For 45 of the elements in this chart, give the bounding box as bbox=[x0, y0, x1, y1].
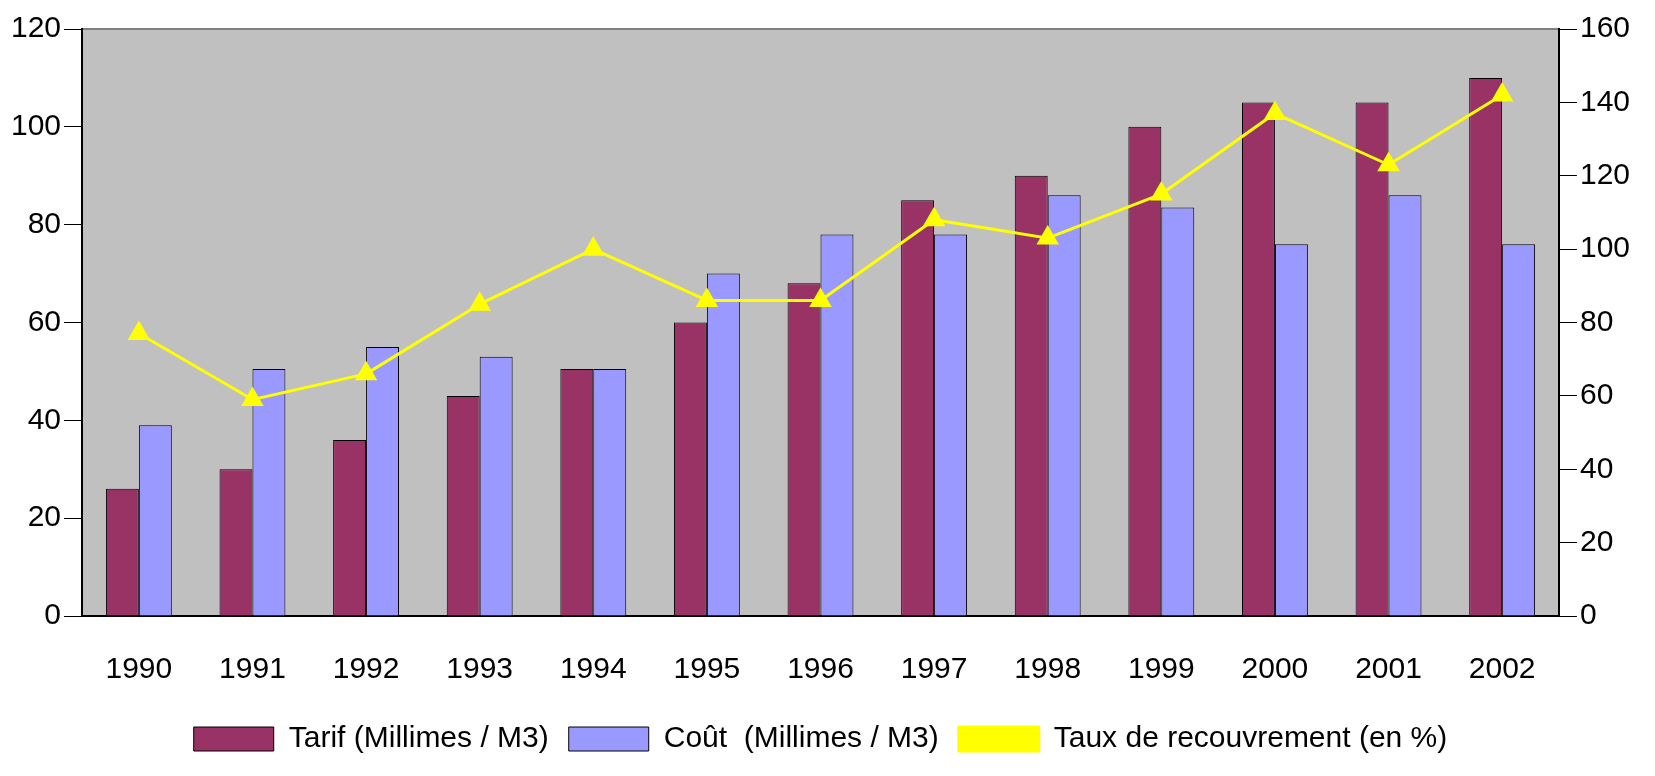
y2-tick-label: 40 bbox=[1579, 450, 1614, 484]
point bbox=[242, 388, 263, 407]
y2-tick-label: 60 bbox=[1579, 377, 1614, 411]
y2-tick-label: 100 bbox=[1579, 230, 1631, 264]
x-tick-label: 1998 bbox=[1014, 651, 1082, 685]
x-tick-label: 1992 bbox=[332, 651, 400, 685]
y2-tick-label: 160 bbox=[1579, 10, 1631, 44]
x-tick-label: 1993 bbox=[446, 651, 514, 685]
x-tick-label: 1995 bbox=[673, 651, 741, 685]
point bbox=[1378, 153, 1399, 172]
y-tick-label: 20 bbox=[27, 499, 62, 533]
legend-label: Taux de recouvrement (en %) bbox=[1053, 720, 1448, 754]
point bbox=[1151, 182, 1172, 201]
y2-tick-label: 20 bbox=[1579, 523, 1614, 557]
x-tick-label: 1990 bbox=[105, 651, 173, 685]
y-tick-label: 120 bbox=[10, 10, 62, 44]
legend-label: Coût (Millimes / M3) bbox=[663, 720, 939, 754]
point bbox=[1264, 101, 1286, 120]
y2-tick-label: 0 bbox=[1579, 597, 1597, 631]
x-tick-label: 1994 bbox=[559, 651, 627, 685]
y-tick-label: 40 bbox=[27, 401, 62, 435]
y2-tick-label: 120 bbox=[1579, 157, 1631, 191]
x-tick-label: 2000 bbox=[1241, 651, 1309, 685]
point bbox=[1037, 226, 1058, 245]
y-tick-label: 80 bbox=[27, 205, 62, 239]
x-tick-label: 1991 bbox=[219, 651, 286, 685]
point bbox=[696, 288, 718, 307]
x-tick-label: 1999 bbox=[1127, 651, 1195, 685]
legend-label: Tarif (Millimes / M3) bbox=[288, 720, 549, 754]
x-tick-label: 2002 bbox=[1468, 651, 1536, 685]
y-tick-label: 100 bbox=[10, 108, 62, 142]
point bbox=[923, 208, 945, 227]
point bbox=[810, 288, 831, 307]
y-tick-label: 0 bbox=[44, 597, 62, 631]
point bbox=[1491, 83, 1513, 102]
x-tick-label: 1997 bbox=[900, 651, 968, 685]
point bbox=[128, 322, 150, 341]
y-tick-label: 60 bbox=[27, 303, 62, 337]
y2-tick-label: 80 bbox=[1579, 303, 1614, 337]
point bbox=[355, 362, 377, 381]
x-tick-label: 2001 bbox=[1355, 651, 1422, 685]
y2-tick-label: 140 bbox=[1579, 83, 1631, 117]
x-tick-label: 1996 bbox=[787, 651, 854, 685]
point bbox=[469, 292, 490, 311]
point bbox=[583, 237, 604, 256]
